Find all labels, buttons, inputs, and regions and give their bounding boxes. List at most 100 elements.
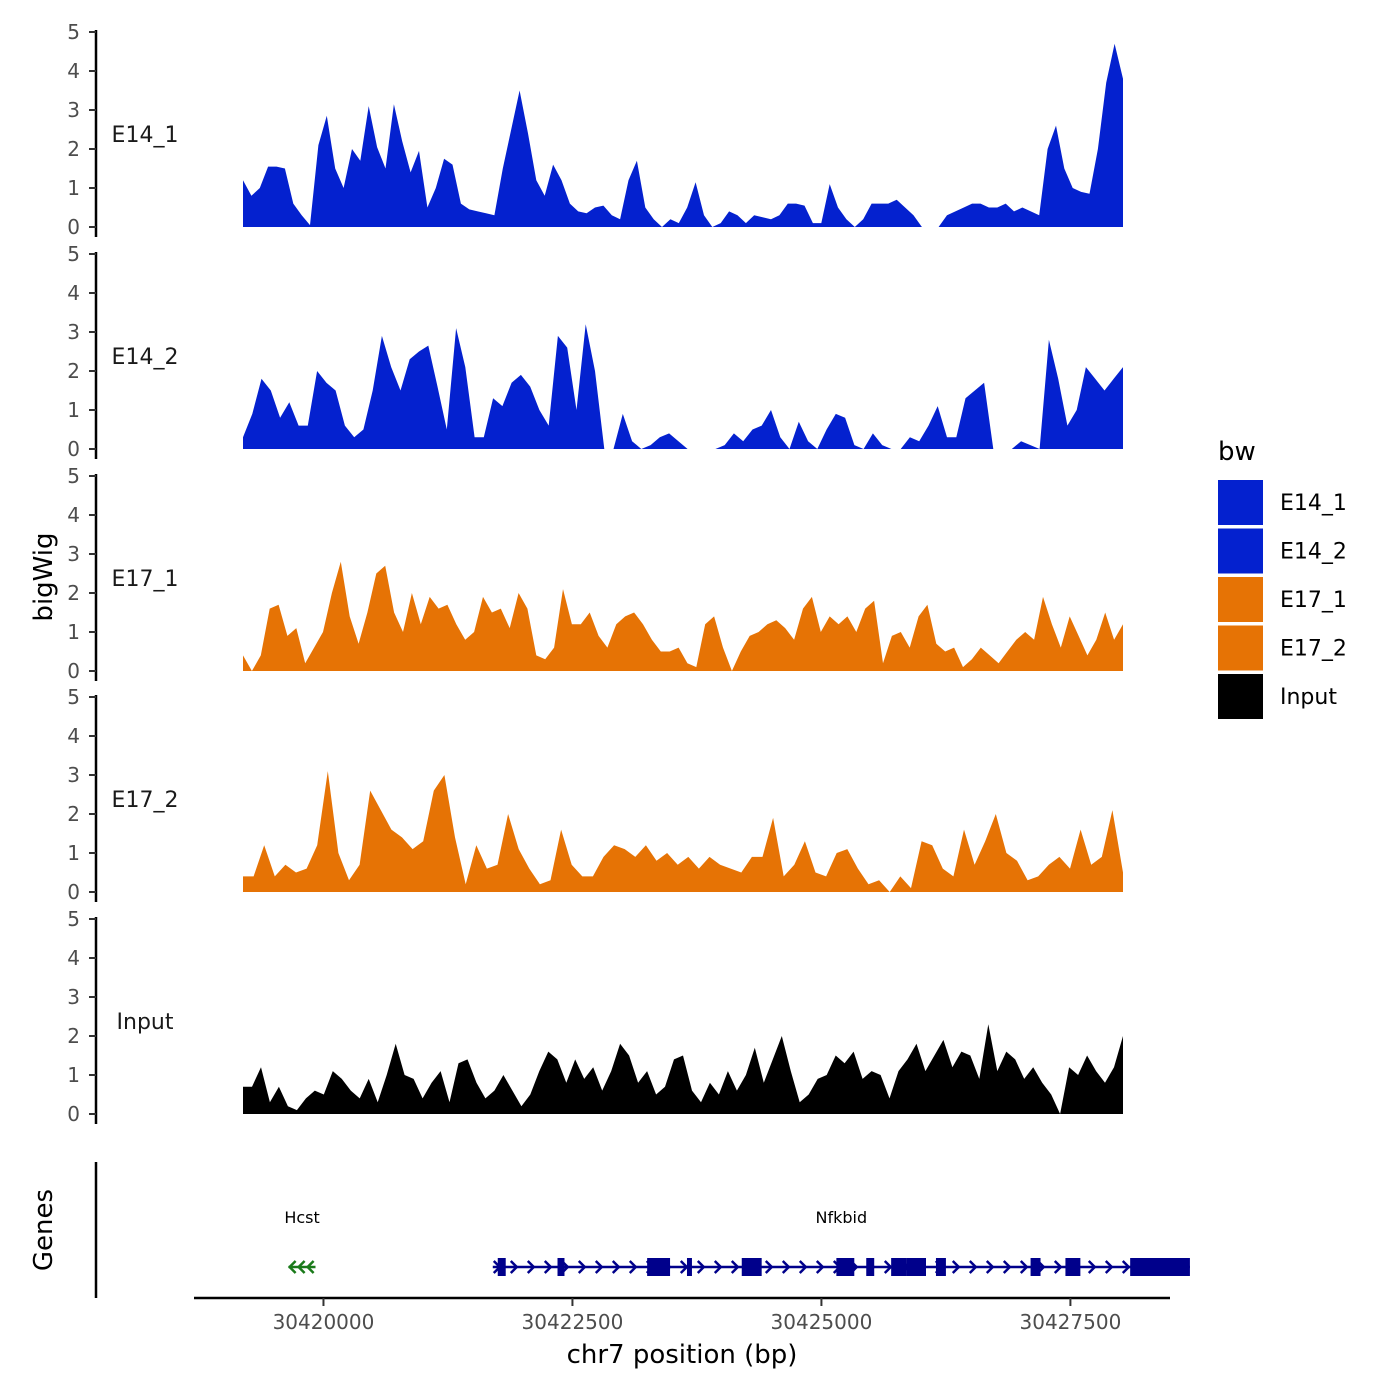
y-tick-label: 0	[67, 880, 80, 904]
y-tick-label: 2	[67, 137, 80, 161]
strand-chevron	[611, 1260, 621, 1274]
legend-swatch-e17-2	[1218, 625, 1263, 671]
strand-chevron	[577, 1260, 587, 1274]
strand-chevron	[951, 1260, 961, 1274]
strand-chevron	[287, 1260, 297, 1274]
x-tick-label: 30422500	[522, 1310, 624, 1334]
track-label-e17-2: E17_2	[112, 788, 179, 813]
legend-label-e17-1: E17_1	[1280, 588, 1347, 613]
gene-exon	[935, 1258, 946, 1276]
legend-swatch-e14-2	[1218, 528, 1263, 574]
y-tick-label: 1	[67, 176, 80, 200]
strand-chevron	[526, 1260, 536, 1274]
strand-chevron	[883, 1260, 893, 1274]
gene-exon	[866, 1258, 875, 1276]
strand-chevron	[305, 1260, 315, 1274]
legend-label-e17-2: E17_2	[1280, 637, 1347, 662]
gene-exon	[1065, 1258, 1081, 1276]
strand-chevron	[1019, 1260, 1029, 1274]
x-tick-label: 30427500	[1020, 1310, 1122, 1334]
y-tick-label: 0	[67, 659, 80, 683]
y-tick-label: 3	[67, 763, 80, 787]
strand-chevron	[968, 1260, 978, 1274]
gene-exon	[686, 1258, 692, 1276]
gene-exon	[497, 1258, 506, 1276]
bigwig-tracks: 0 1 2 3 4 5 E14_1 0 1 2 3 4 5 E14_2 0 1 2 3 4 5 E17_1 0 1 2 3 4 5 E…	[67, 20, 1123, 1126]
gene-exon	[1030, 1258, 1041, 1276]
strand-chevron	[798, 1260, 808, 1274]
y-tick-label: 4	[67, 946, 80, 970]
track-e17-2: 0 1 2 3 4 5 E17_2	[67, 685, 1123, 904]
gene-exon	[741, 1258, 762, 1276]
gene-exon	[891, 1258, 907, 1276]
y-tick-label: 1	[67, 1063, 80, 1087]
strand-chevron	[679, 1260, 689, 1274]
signal-area-input	[243, 1024, 1123, 1114]
x-tick-label: 30425000	[771, 1310, 873, 1334]
y-tick-label: 1	[67, 841, 80, 865]
x-axis: 30420000 30422500 30425000 30427500	[194, 1296, 1170, 1334]
strand-chevron	[1104, 1260, 1114, 1274]
strand-chevron	[1087, 1260, 1097, 1274]
track-e17-1: 0 1 2 3 4 5 E17_1	[67, 464, 1123, 683]
y-tick-label: 0	[67, 437, 80, 461]
signal-area-e17-1	[243, 561, 1123, 671]
y-tick-label: 5	[67, 464, 80, 488]
strand-chevron	[696, 1260, 706, 1274]
strand-chevron	[1002, 1260, 1012, 1274]
strand-chevron	[730, 1260, 740, 1274]
y-tick-label: 3	[67, 98, 80, 122]
legend-label-input: Input	[1280, 685, 1337, 710]
gene-exon	[647, 1258, 671, 1276]
strand-chevron	[296, 1260, 306, 1274]
x-tick-label: 30420000	[273, 1310, 375, 1334]
y-tick-label: 5	[67, 20, 80, 44]
y-tick-label: 2	[67, 359, 80, 383]
gene-exon	[906, 1258, 926, 1276]
legend-swatch-e17-1	[1218, 577, 1263, 622]
legend: bw E14_1 E14_2 E17_1 E17_2 Input	[1218, 437, 1347, 719]
signal-area-e17-2	[243, 771, 1123, 892]
y-tick-label: 2	[67, 581, 80, 605]
strand-chevron	[815, 1260, 825, 1274]
strand-chevron	[543, 1260, 553, 1274]
y-tick-label: 1	[67, 620, 80, 644]
legend-swatch-e14-1	[1218, 480, 1263, 525]
legend-label-e14-2: E14_2	[1280, 540, 1347, 565]
y-tick-label: 4	[67, 59, 80, 83]
y-tick-label: 4	[67, 724, 80, 748]
y-tick-label: 5	[67, 907, 80, 931]
y-tick-label: 5	[67, 685, 80, 709]
gene-nfkbid: Nfkbid	[492, 1208, 1190, 1276]
y-tick-label: 0	[67, 1102, 80, 1126]
y-tick-label: 3	[67, 320, 80, 344]
track-label-e14-1: E14_1	[112, 123, 179, 148]
gene-exon	[1130, 1258, 1190, 1276]
legend-entries: E14_1 E14_2 E17_1 E17_2 Input	[1218, 480, 1347, 719]
y-axis-title: bigWig	[29, 532, 59, 621]
gene-label-hcst: Hcst	[284, 1208, 319, 1227]
track-label-input: Input	[117, 1010, 174, 1035]
legend-label-e14-1: E14_1	[1280, 491, 1347, 516]
x-axis-title: chr7 position (bp)	[567, 1340, 798, 1370]
y-tick-label: 4	[67, 281, 80, 305]
strand-chevron	[509, 1260, 519, 1274]
legend-swatch-input	[1218, 674, 1263, 719]
strand-chevron	[1053, 1260, 1063, 1274]
legend-title: bw	[1218, 437, 1256, 467]
y-tick-label: 5	[67, 242, 80, 266]
strand-chevron	[594, 1260, 604, 1274]
y-tick-label: 2	[67, 1024, 80, 1048]
y-tick-label: 0	[67, 215, 80, 239]
signal-area-e14-1	[243, 43, 1123, 228]
strand-chevron	[985, 1260, 995, 1274]
y-tick-label: 3	[67, 542, 80, 566]
gene-label-nfkbid: Nfkbid	[816, 1208, 868, 1227]
strand-chevron	[781, 1260, 791, 1274]
signal-area-e14-2	[243, 324, 1123, 449]
y-tick-label: 4	[67, 503, 80, 527]
track-input: 0 1 2 3 4 5 Input	[67, 907, 1123, 1126]
gene-models: Hcst Nfkbid	[284, 1208, 1190, 1276]
genes-track-title: Genes	[29, 1189, 59, 1271]
